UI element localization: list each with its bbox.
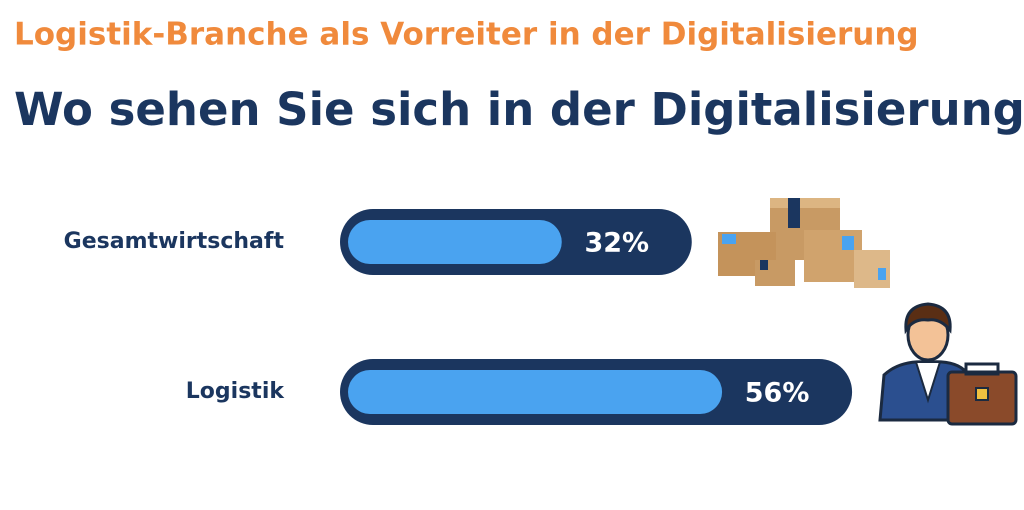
chart-title: Logistik-Branche als Vorreiter in der Di…: [14, 17, 919, 53]
category-label: Logistik: [186, 379, 286, 404]
bar: [348, 370, 723, 414]
boxes-icon: [718, 198, 890, 288]
bar: [348, 220, 562, 264]
value-label: 32%: [584, 228, 649, 259]
businessman-icon: [878, 302, 1018, 426]
chart-subtitle: Wo sehen Sie sich in der Digitalisierung…: [14, 83, 1024, 136]
category-label: Gesamtwirtschaft: [64, 229, 285, 254]
value-label: 56%: [745, 378, 810, 409]
